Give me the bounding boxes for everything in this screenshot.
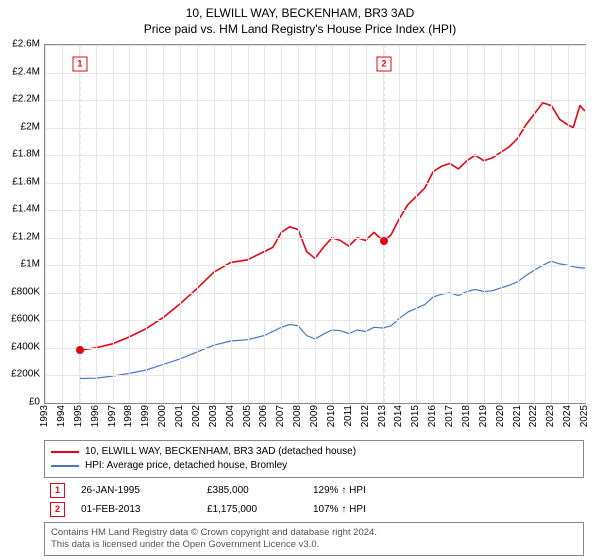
y-axis-label: £2.2M — [0, 94, 40, 105]
sale-marker: 2 — [377, 57, 392, 72]
legend-and-footer: 10, ELWILL WAY, BECKENHAM, BR3 3AD (deta… — [44, 440, 584, 556]
x-axis-label: 1998 — [123, 405, 134, 427]
y-axis-label: £1M — [0, 259, 40, 270]
y-axis-label: £1.8M — [0, 149, 40, 160]
sale-marker: 1 — [72, 57, 87, 72]
footer-line-2: This data is licensed under the Open Gov… — [51, 539, 577, 551]
legend-label-2: HPI: Average price, detached house, Brom… — [85, 459, 287, 473]
x-axis-label: 2019 — [478, 405, 489, 427]
x-axis-label: 2009 — [309, 405, 320, 427]
transaction-price-1: £385,000 — [207, 485, 297, 496]
y-axis-label: £2.4M — [0, 66, 40, 77]
x-axis-label: 2018 — [461, 405, 472, 427]
x-axis-label: 1994 — [56, 405, 67, 427]
y-axis-label: £2M — [0, 121, 40, 132]
legend-swatch-1 — [51, 451, 79, 453]
y-axis-label: £600K — [0, 314, 40, 325]
y-axis-label: £1.2M — [0, 231, 40, 242]
x-axis-label: 1999 — [140, 405, 151, 427]
transaction-hpi-2: 107% ↑ HPI — [313, 504, 413, 515]
y-axis-label: £800K — [0, 286, 40, 297]
x-axis-label: 2011 — [343, 405, 354, 427]
x-axis-label: 2012 — [360, 405, 371, 427]
x-axis-label: 2008 — [292, 405, 303, 427]
chart-container: 10, ELWILL WAY, BECKENHAM, BR3 3AD Price… — [0, 0, 600, 560]
chart-title: 10, ELWILL WAY, BECKENHAM, BR3 3AD — [0, 0, 600, 20]
x-axis-label: 2000 — [157, 405, 168, 427]
transaction-date-2: 01-FEB-2013 — [81, 504, 191, 515]
legend-row-1: 10, ELWILL WAY, BECKENHAM, BR3 3AD (deta… — [51, 445, 577, 459]
sale-dot — [380, 237, 388, 245]
x-axis-label: 2004 — [225, 405, 236, 427]
y-axis-label: £2.6M — [0, 39, 40, 50]
y-axis-label: £0 — [0, 397, 40, 408]
x-axis-label: 1996 — [90, 405, 101, 427]
y-axis-label: £1.6M — [0, 176, 40, 187]
transaction-price-2: £1,175,000 — [207, 504, 297, 515]
legend-label-1: 10, ELWILL WAY, BECKENHAM, BR3 3AD (deta… — [85, 445, 356, 459]
transaction-marker-2: 2 — [50, 502, 65, 517]
x-axis-label: 2010 — [326, 405, 337, 427]
chart-subtitle: Price paid vs. HM Land Registry's House … — [0, 20, 600, 36]
x-axis-label: 2024 — [562, 405, 573, 427]
x-axis-label: 2013 — [377, 405, 388, 427]
x-axis-label: 2003 — [208, 405, 219, 427]
x-axis-label: 2022 — [528, 405, 539, 427]
x-axis-label: 2006 — [258, 405, 269, 427]
transaction-row-2: 2 01-FEB-2013 £1,175,000 107% ↑ HPI — [44, 500, 584, 519]
y-axis-label: £200K — [0, 369, 40, 380]
x-axis-label: 2007 — [275, 405, 286, 427]
footer-frame: Contains HM Land Registry data © Crown c… — [44, 522, 584, 556]
x-axis-label: 2002 — [191, 405, 202, 427]
x-axis-label: 2017 — [444, 405, 455, 427]
legend-row-2: HPI: Average price, detached house, Brom… — [51, 459, 577, 473]
footer-line-1: Contains HM Land Registry data © Crown c… — [51, 527, 577, 539]
transaction-row-1: 1 26-JAN-1995 £385,000 129% ↑ HPI — [44, 481, 584, 500]
x-axis-label: 1997 — [107, 405, 118, 427]
x-axis-label: 2016 — [427, 405, 438, 427]
x-axis-label: 2001 — [174, 405, 185, 427]
x-axis-label: 2021 — [512, 405, 523, 427]
transaction-marker-1: 1 — [50, 483, 65, 498]
y-axis-label: £400K — [0, 341, 40, 352]
transaction-date-1: 26-JAN-1995 — [81, 485, 191, 496]
plot-area: 12 — [44, 44, 586, 404]
sale-dot — [76, 346, 84, 354]
x-axis-label: 2025 — [579, 405, 590, 427]
x-axis-label: 1995 — [73, 405, 84, 427]
x-axis-label: 2020 — [495, 405, 506, 427]
transaction-hpi-1: 129% ↑ HPI — [313, 485, 413, 496]
legend-frame: 10, ELWILL WAY, BECKENHAM, BR3 3AD (deta… — [44, 440, 584, 478]
y-axis-label: £1.4M — [0, 204, 40, 215]
x-axis-label: 2015 — [410, 405, 421, 427]
x-axis-label: 2005 — [242, 405, 253, 427]
legend-swatch-2 — [51, 465, 79, 467]
x-axis-label: 2023 — [545, 405, 556, 427]
x-axis-label: 1993 — [39, 405, 50, 427]
x-axis-label: 2014 — [393, 405, 404, 427]
